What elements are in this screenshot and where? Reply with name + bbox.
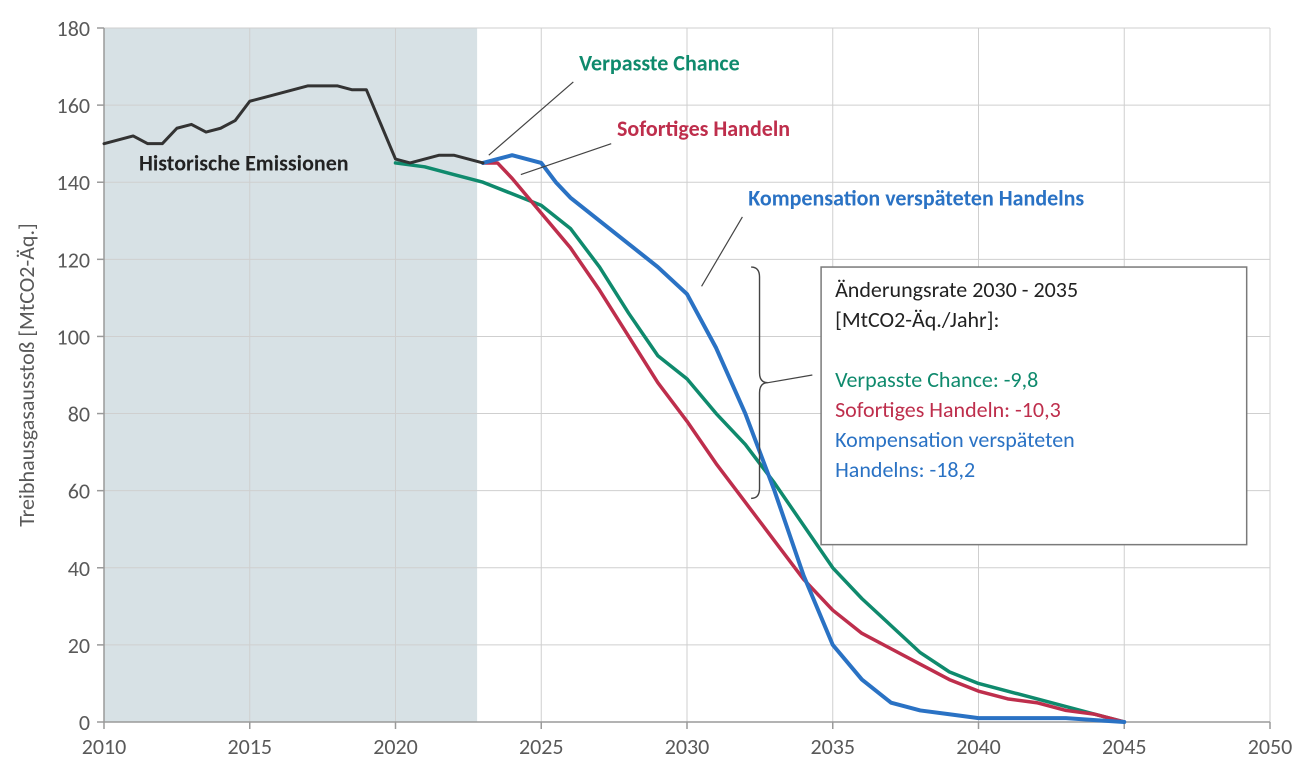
y-tick-label: 100 [57, 323, 90, 350]
info-box-line: [MtCO2-Äq./Jahr]: [835, 306, 999, 333]
y-tick-label: 20 [68, 632, 90, 659]
emissions-chart: 2010201520202025203020352040204520500204… [0, 0, 1304, 777]
callout-line [489, 82, 574, 155]
info-box-line: Kompensation verspäteten [835, 426, 1075, 453]
y-tick-label: 180 [57, 15, 90, 42]
label-historical: Historische Emissionen [139, 150, 349, 177]
y-axis-title: Treibhausgasausstoß [MtCO2-Äq.] [13, 223, 40, 527]
callout-line [702, 217, 743, 286]
label-sofortiges-handeln: Sofortiges Handeln [617, 115, 790, 142]
label-verpasste-chance: Verpasste Chance [579, 49, 740, 76]
y-tick-label: 0 [79, 709, 90, 736]
historical-shade [104, 28, 477, 722]
x-tick-label: 2050 [1248, 733, 1293, 760]
y-tick-label: 120 [57, 246, 90, 273]
info-box-line: Verpasste Chance: -9,8 [835, 366, 1038, 393]
chart-svg: 2010201520202025203020352040204520500204… [0, 0, 1304, 777]
brace-connector [768, 375, 812, 383]
label-kompensation: Kompensation verspäteten Handelns [748, 184, 1084, 211]
x-tick-label: 2035 [810, 733, 855, 760]
y-tick-label: 80 [68, 401, 90, 428]
y-tick-label: 140 [57, 169, 90, 196]
y-tick-label: 60 [68, 478, 90, 505]
x-tick-label: 2045 [1102, 733, 1147, 760]
x-tick-label: 2040 [956, 733, 1001, 760]
y-tick-label: 160 [57, 92, 90, 119]
y-tick-label: 40 [68, 555, 90, 582]
info-box-line: Änderungsrate 2030 - 2035 [835, 276, 1078, 303]
x-tick-label: 2030 [665, 733, 710, 760]
info-box-line: Sofortiges Handeln: -10,3 [835, 396, 1061, 423]
x-tick-label: 2010 [82, 733, 127, 760]
x-tick-label: 2025 [519, 733, 564, 760]
x-tick-label: 2020 [373, 733, 418, 760]
x-tick-label: 2015 [227, 733, 272, 760]
info-box-line: Handelns: -18,2 [835, 456, 975, 483]
